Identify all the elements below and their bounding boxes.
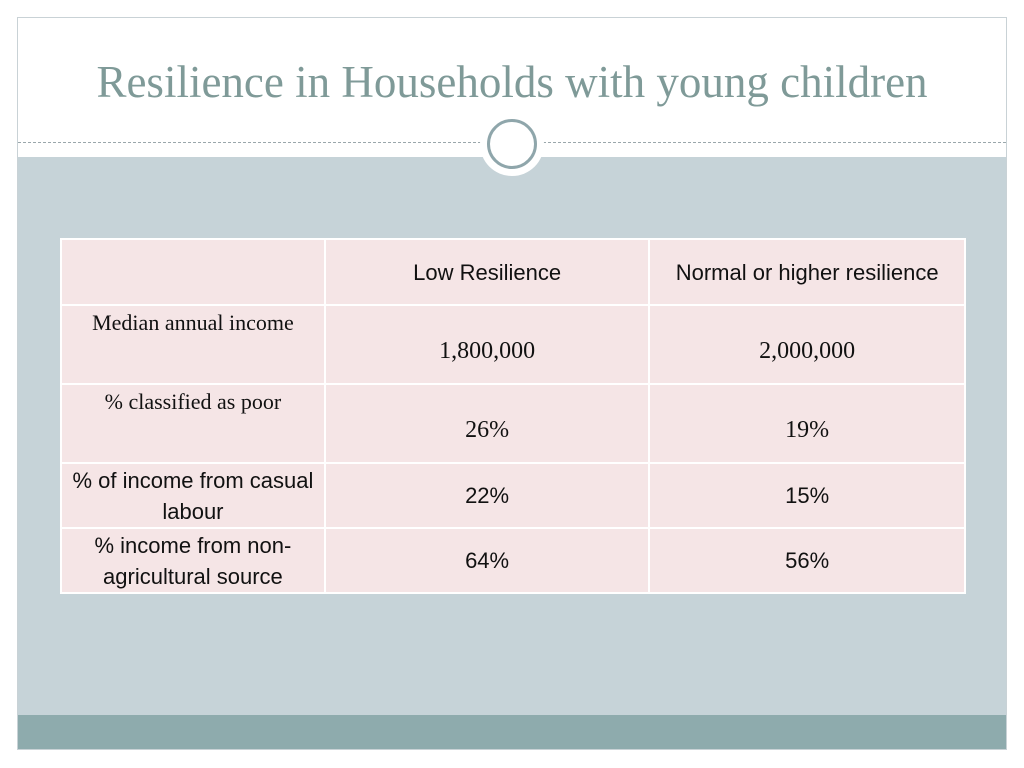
table-row: Median annual income 1,800,000 2,000,000 xyxy=(60,304,966,385)
row-label-non-agricultural: % income from non-agricultural source xyxy=(60,527,326,594)
table-header-row: Low Resilience Normal or higher resilien… xyxy=(60,238,966,306)
footer-band xyxy=(18,715,1006,749)
cell-normal-classified-poor: 19% xyxy=(648,383,966,464)
circle-ornament-icon xyxy=(487,119,537,169)
table-row: % classified as poor 26% 19% xyxy=(60,383,966,464)
row-label-casual-labour: % of income from casual labour xyxy=(60,462,326,529)
cell-normal-non-agricultural: 56% xyxy=(648,527,966,594)
cell-normal-casual-labour: 15% xyxy=(648,462,966,529)
table-row: % income from non-agricultural source 64… xyxy=(60,527,966,594)
cell-low-median-income: 1,800,000 xyxy=(323,304,651,385)
header-cell-normal-resilience: Normal or higher resilience xyxy=(648,238,966,306)
cell-low-casual-labour: 22% xyxy=(323,462,651,529)
resilience-table: Low Resilience Normal or higher resilien… xyxy=(60,238,966,594)
table-row: % of income from casual labour 22% 15% xyxy=(60,462,966,529)
header-cell-low-resilience: Low Resilience xyxy=(323,238,651,306)
cell-low-classified-poor: 26% xyxy=(323,383,651,464)
row-label-classified-poor: % classified as poor xyxy=(60,383,326,464)
cell-normal-median-income: 2,000,000 xyxy=(648,304,966,385)
row-label-median-income: Median annual income xyxy=(60,304,326,385)
slide-title: Resilience in Households with young chil… xyxy=(96,57,928,107)
cell-low-non-agricultural: 64% xyxy=(323,527,651,594)
header-cell-empty xyxy=(60,238,326,306)
slide: Resilience in Households with young chil… xyxy=(17,17,1007,750)
